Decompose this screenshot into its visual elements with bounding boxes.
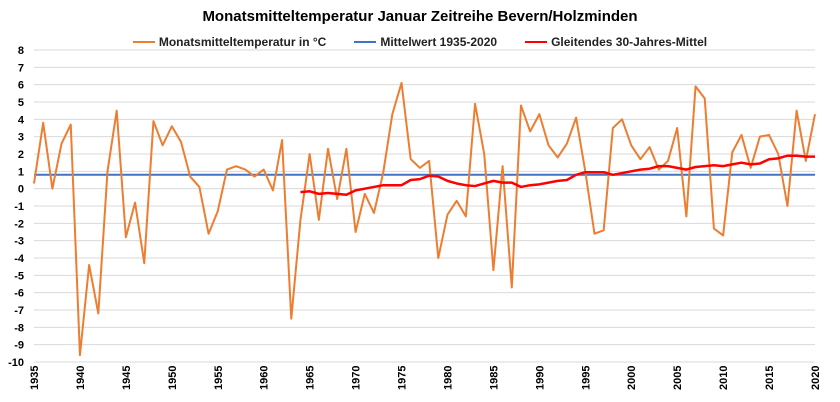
y-tick-label: 5 bbox=[18, 97, 24, 109]
x-tick-label: 2000 bbox=[626, 366, 638, 390]
x-tick-label: 1970 bbox=[351, 366, 363, 390]
y-tick-label: 3 bbox=[18, 132, 24, 144]
y-tick-label: -8 bbox=[14, 322, 24, 334]
x-tick-label: 1940 bbox=[75, 366, 87, 390]
x-tick-label: 1965 bbox=[305, 366, 317, 390]
legend-item-monthly: Monatsmitteltemperatur in °C bbox=[132, 35, 327, 49]
x-tick-label: 1960 bbox=[259, 366, 271, 390]
y-tick-label: 4 bbox=[18, 114, 25, 126]
legend-item-moving-average: Gleitendes 30-Jahres-Mittel bbox=[525, 35, 707, 49]
y-tick-label: 1 bbox=[18, 166, 24, 178]
x-tick-label: 2005 bbox=[672, 366, 684, 390]
y-tick-label: -9 bbox=[14, 340, 24, 352]
y-tick-label: -2 bbox=[14, 218, 24, 230]
y-tick-label: 6 bbox=[18, 80, 24, 92]
legend-label: Monatsmitteltemperatur in °C bbox=[158, 35, 327, 49]
x-tick-label: 2010 bbox=[718, 366, 730, 390]
x-tick-label: 1955 bbox=[213, 366, 225, 390]
y-tick-label: 0 bbox=[18, 184, 24, 196]
x-tick-label: 1950 bbox=[167, 366, 179, 390]
x-tick-label: 1935 bbox=[29, 366, 41, 390]
y-tick-label: 7 bbox=[18, 62, 24, 74]
x-tick-label: 1980 bbox=[442, 366, 454, 390]
series-line-monthly bbox=[33, 81, 816, 357]
y-tick-label: -3 bbox=[14, 236, 24, 248]
x-tick-label: 1985 bbox=[488, 366, 500, 390]
x-tick-label: 1990 bbox=[534, 366, 546, 390]
y-tick-label: 2 bbox=[18, 149, 24, 161]
legend-item-mean: Mittelwert 1935-2020 bbox=[354, 35, 497, 49]
y-tick-label: -1 bbox=[14, 201, 24, 213]
x-tick-label: 2015 bbox=[764, 366, 776, 390]
x-tick-label: 1995 bbox=[580, 366, 592, 390]
y-tick-label: -4 bbox=[14, 253, 25, 265]
x-tick-label: 1945 bbox=[121, 366, 133, 390]
legend-label: Gleitendes 30-Jahres-Mittel bbox=[551, 35, 708, 49]
y-tick-label: -6 bbox=[14, 288, 24, 300]
legend: Monatsmitteltemperatur in °C Mittelwert … bbox=[0, 35, 840, 49]
x-tick-label: 1975 bbox=[397, 366, 409, 390]
legend-label: Mittelwert 1935-2020 bbox=[380, 35, 498, 49]
y-tick-label: -5 bbox=[14, 270, 24, 282]
x-tick-label: 2020 bbox=[810, 366, 822, 390]
y-tick-label: -10 bbox=[8, 357, 24, 369]
y-tick-label: 8 bbox=[18, 45, 24, 57]
chart-title: Monatsmitteltemperatur Januar Zeitreihe … bbox=[202, 8, 638, 25]
y-tick-label: -7 bbox=[14, 305, 24, 317]
series-line-moving-average bbox=[300, 154, 815, 196]
